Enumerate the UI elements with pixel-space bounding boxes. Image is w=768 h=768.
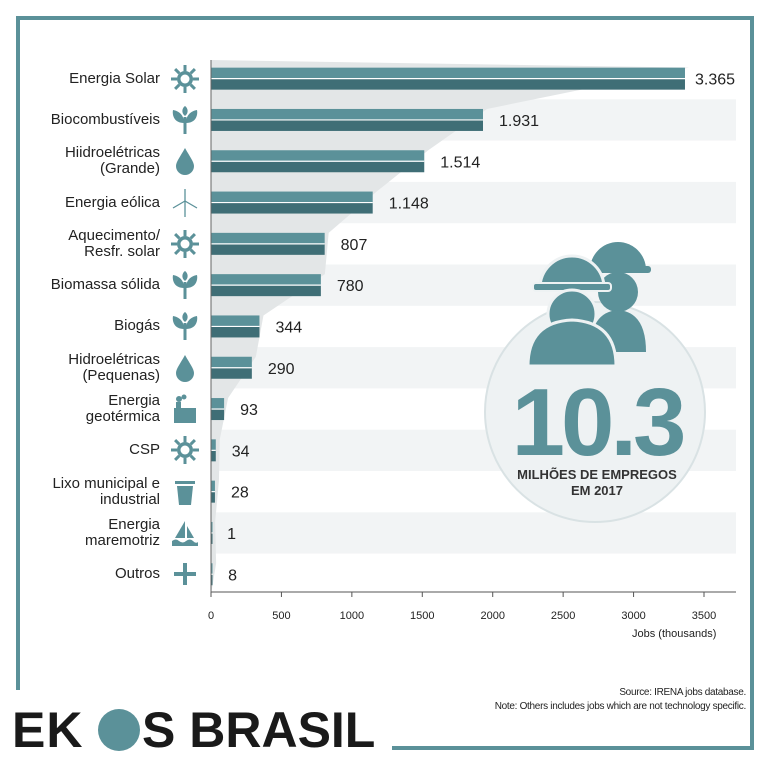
bar: [211, 398, 225, 410]
wave-boat-icon: [170, 518, 200, 548]
bar-lower: [211, 367, 252, 379]
highlight-number: 10.3: [511, 369, 687, 476]
plant-icon: [170, 270, 200, 300]
category-label: Hiidroelétricas (Grande): [64, 144, 160, 178]
bar: [211, 521, 213, 533]
bar-lower: [211, 326, 260, 338]
category-label: Lixo municipal e industrial: [52, 474, 160, 508]
category-label: Energia eólica: [64, 193, 160, 211]
category-label: Biogás: [114, 317, 160, 335]
water-drop-icon: [170, 353, 200, 383]
category-label: Biocombustíveis: [50, 110, 160, 128]
sun-icon: [170, 229, 200, 259]
data-label: 807: [341, 237, 368, 254]
data-label: 28: [231, 485, 249, 502]
wind-turbine-icon: [170, 188, 200, 218]
category-label: CSP: [129, 441, 160, 459]
data-label: 93: [240, 402, 258, 419]
source-note: Source: IRENA jobs database. Note: Other…: [494, 686, 747, 714]
data-label: 1.148: [389, 196, 429, 213]
highlight-caption-line1: MILHÕES DE EMPREGOS: [517, 467, 677, 482]
highlight-caption-line2: EM 2017: [570, 483, 624, 498]
x-tick-label: 3000: [621, 610, 645, 622]
bar-lower: [211, 243, 325, 255]
bar: [211, 191, 373, 203]
category-label: Energia maremotriz: [84, 515, 160, 549]
logo-text-part2: S BRASIL: [142, 702, 376, 758]
source-line: Source: IRENA jobs database.: [619, 687, 746, 698]
plant-icon: [170, 105, 200, 135]
plus-icon: [170, 559, 200, 589]
plant-icon: [170, 311, 200, 341]
bar: [211, 232, 325, 244]
bar-lower: [211, 285, 321, 297]
logo-text-part1: EK: [12, 702, 84, 758]
bar: [211, 150, 425, 162]
data-label: 1.931: [499, 113, 539, 130]
category-label: Biomassa sólida: [50, 276, 160, 294]
category-label: Outros: [114, 565, 160, 583]
trash-bin-icon: [170, 477, 200, 507]
x-tick-label: 3500: [692, 610, 716, 622]
bar: [211, 274, 321, 286]
x-tick-label: 1000: [340, 610, 364, 622]
bar-lower: [211, 202, 373, 214]
data-label: 34: [232, 443, 250, 460]
data-label: 290: [268, 361, 295, 378]
geothermal-icon: [170, 394, 200, 424]
x-tick-label: 500: [272, 610, 290, 622]
data-label: 1: [227, 526, 236, 543]
bar: [211, 67, 685, 79]
sun-icon: [170, 435, 200, 465]
bar-lower: [211, 78, 685, 90]
bar-lower: [211, 532, 213, 544]
bar: [211, 356, 252, 368]
bar-lower: [211, 119, 483, 131]
x-tick-label: 0: [208, 610, 214, 622]
logo-o-circle: [98, 709, 140, 751]
highlight-badge: 10.3 MILHÕES DE EMPREGOS EM 2017: [487, 335, 707, 521]
bar: [211, 315, 260, 327]
frame-border: [16, 16, 754, 750]
bar: [211, 480, 215, 492]
note-line: Note: Others includes jobs which are not…: [494, 701, 747, 712]
category-label: Energia geotérmica: [85, 392, 160, 426]
category-label: Hidroelétricas (Pequenas): [68, 350, 160, 384]
row-stripe: [211, 512, 736, 554]
highlight-caption: MILHÕES DE EMPREGOS EM 2017: [487, 467, 707, 499]
x-tick-label: 2500: [551, 610, 575, 622]
data-label: 1.514: [440, 154, 480, 171]
bar: [211, 563, 213, 575]
workers-hardhat-icon: [526, 242, 651, 368]
x-tick-label: 2000: [480, 610, 504, 622]
category-label: Energia Solar: [69, 69, 160, 87]
data-label: 3.365: [695, 72, 735, 89]
sun-icon: [170, 64, 200, 94]
data-label: 344: [275, 319, 302, 336]
bar-lower: [211, 409, 225, 421]
x-axis-label: Jobs (thousands): [632, 628, 717, 640]
bar-lower: [211, 491, 215, 503]
data-label: 780: [337, 278, 364, 295]
x-tick-label: 1500: [410, 610, 434, 622]
bar-lower: [211, 450, 216, 462]
category-label: Aquecimento/Resfr. solar: [68, 226, 160, 260]
data-label: 8: [228, 567, 237, 584]
bar-lower: [211, 574, 213, 586]
bar-lower: [211, 161, 425, 173]
bar: [211, 108, 483, 120]
water-drop-icon: [170, 146, 200, 176]
bar: [211, 439, 216, 451]
